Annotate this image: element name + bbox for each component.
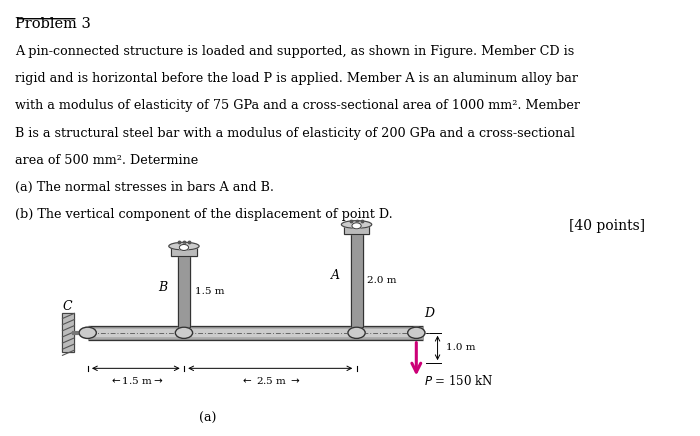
Bar [351, 234, 363, 327]
Text: (a): (a) [199, 412, 216, 425]
Text: [40 points]: [40 points] [569, 219, 645, 233]
Circle shape [348, 327, 365, 338]
Circle shape [175, 327, 192, 338]
Bar [178, 255, 190, 327]
Ellipse shape [169, 242, 199, 250]
Bar [62, 313, 74, 352]
Text: area of 500 mm². Determine: area of 500 mm². Determine [15, 154, 198, 167]
Text: 2.0 m: 2.0 m [368, 276, 397, 285]
Text: B is a structural steel bar with a modulus of elasticity of 200 GPa and a cross-: B is a structural steel bar with a modul… [15, 126, 575, 140]
Bar [178, 255, 190, 327]
Text: rigid and is horizontal before the load P is applied. Member A is an aluminum al: rigid and is horizontal before the load … [15, 72, 578, 85]
Text: $\leftarrow$ 2.5 m $\rightarrow$: $\leftarrow$ 2.5 m $\rightarrow$ [239, 375, 301, 386]
Bar [344, 225, 369, 234]
Bar [172, 246, 197, 255]
Bar [62, 313, 74, 352]
Text: $\leftarrow$1.5 m$\rightarrow$: $\leftarrow$1.5 m$\rightarrow$ [108, 375, 163, 386]
Text: A: A [331, 269, 340, 283]
Bar [344, 225, 369, 234]
Text: 1.5 m: 1.5 m [195, 287, 224, 296]
Circle shape [352, 223, 361, 229]
Text: D: D [424, 307, 434, 320]
Text: C: C [63, 300, 73, 313]
Text: $P$ = 150 kN: $P$ = 150 kN [424, 374, 494, 388]
Bar [351, 234, 363, 327]
Text: (b) The vertical component of the displacement of point D.: (b) The vertical component of the displa… [15, 208, 393, 221]
Text: B: B [158, 281, 167, 294]
Circle shape [179, 245, 188, 251]
Text: A pin-connected structure is loaded and supported, as shown in Figure. Member CD: A pin-connected structure is loaded and … [15, 45, 574, 58]
Text: with a modulus of elasticity of 75 GPa and a cross-sectional area of 1000 mm². M: with a modulus of elasticity of 75 GPa a… [15, 99, 580, 112]
Circle shape [79, 327, 97, 338]
Text: (a) The normal stresses in bars A and B.: (a) The normal stresses in bars A and B. [15, 181, 274, 194]
Bar [172, 246, 197, 255]
Text: 1.0 m: 1.0 m [445, 344, 475, 352]
Ellipse shape [342, 221, 372, 228]
Circle shape [407, 327, 425, 338]
Text: Problem 3: Problem 3 [15, 17, 90, 31]
